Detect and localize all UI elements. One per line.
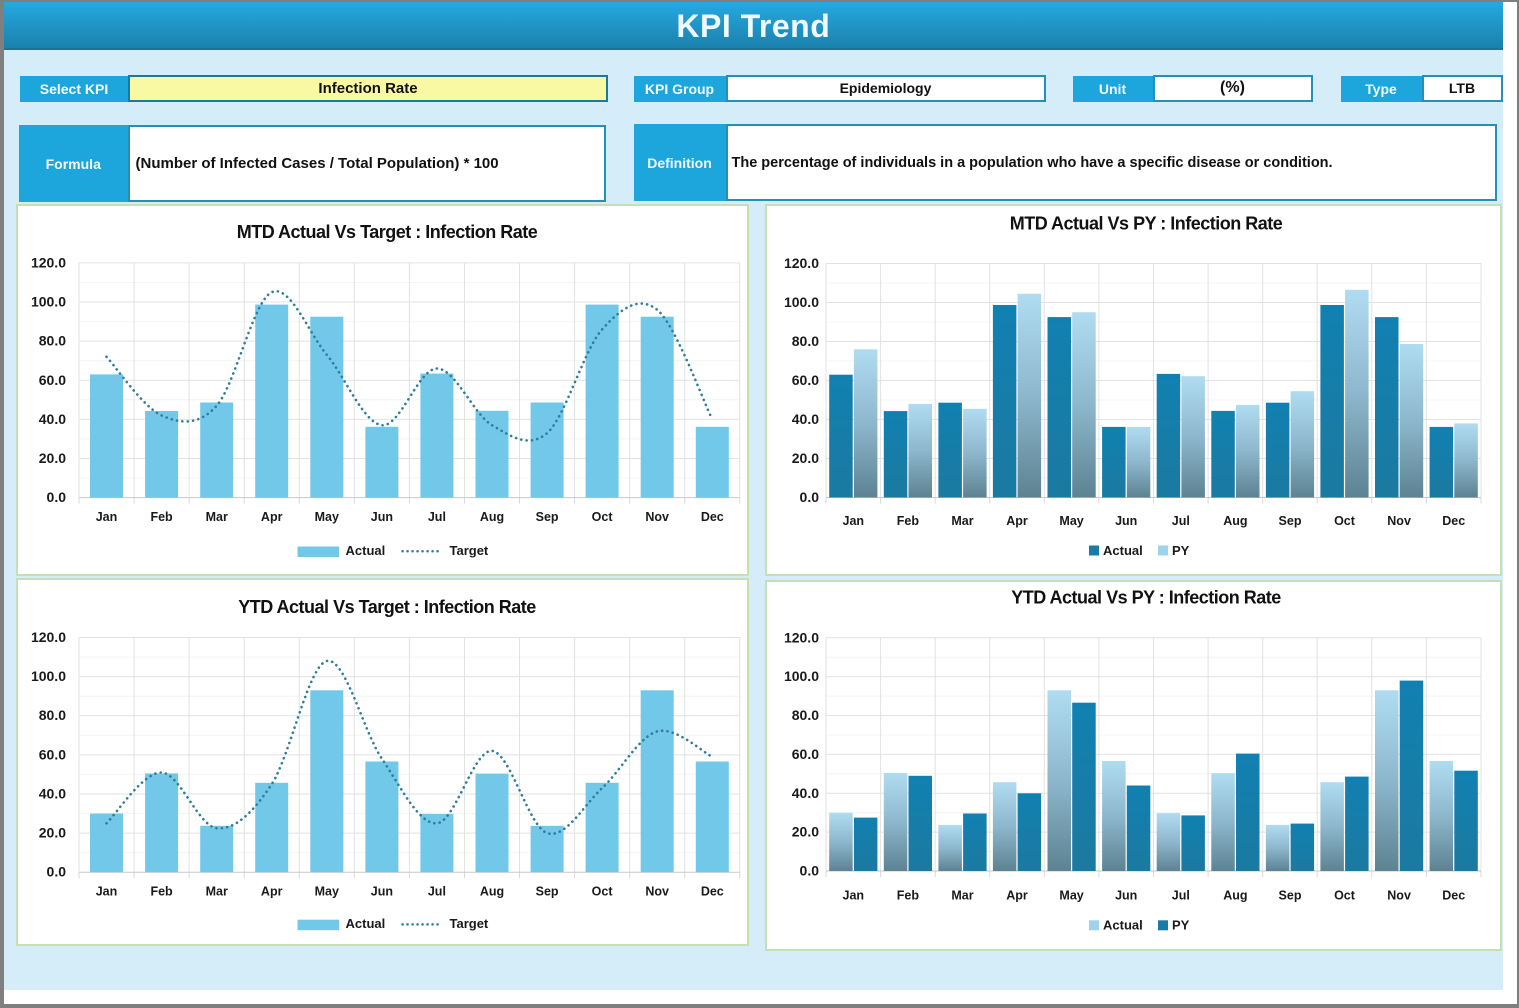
svg-text:60.0: 60.0 xyxy=(792,372,819,388)
svg-text:Actual: Actual xyxy=(346,543,386,558)
svg-text:Sep: Sep xyxy=(1279,889,1302,903)
svg-text:100.0: 100.0 xyxy=(784,294,819,310)
svg-text:Dec: Dec xyxy=(1442,889,1465,903)
svg-text:Jan: Jan xyxy=(96,510,118,524)
svg-text:Feb: Feb xyxy=(897,514,920,528)
svg-text:Actual: Actual xyxy=(1103,918,1143,933)
svg-text:Nov: Nov xyxy=(1387,514,1411,528)
svg-text:Dec: Dec xyxy=(701,885,724,899)
svg-text:Dec: Dec xyxy=(701,510,724,524)
svg-text:Aug: Aug xyxy=(480,510,504,524)
svg-text:YTD Actual Vs PY : Infection R: YTD Actual Vs PY : Infection Rate xyxy=(1011,588,1281,608)
svg-text:PY: PY xyxy=(1172,918,1190,933)
svg-text:Apr: Apr xyxy=(261,510,283,524)
svg-text:Feb: Feb xyxy=(897,889,920,903)
svg-text:Sep: Sep xyxy=(536,510,559,524)
svg-text:Jul: Jul xyxy=(428,510,446,524)
svg-text:Jun: Jun xyxy=(1115,514,1137,528)
svg-text:May: May xyxy=(1059,889,1083,903)
svg-text:Aug: Aug xyxy=(1223,889,1247,903)
svg-text:40.0: 40.0 xyxy=(792,411,819,427)
svg-text:Jan: Jan xyxy=(843,514,865,528)
svg-text:Actual: Actual xyxy=(346,916,386,931)
svg-text:Oct: Oct xyxy=(592,885,614,899)
svg-text:Mar: Mar xyxy=(951,889,973,903)
svg-text:Oct: Oct xyxy=(1334,514,1356,528)
svg-text:PY: PY xyxy=(1172,543,1190,558)
svg-text:60.0: 60.0 xyxy=(792,746,819,762)
svg-text:120.0: 120.0 xyxy=(31,629,66,645)
svg-text:100.0: 100.0 xyxy=(784,668,819,684)
svg-text:100.0: 100.0 xyxy=(31,668,66,684)
svg-text:60.0: 60.0 xyxy=(39,746,66,762)
svg-text:Jan: Jan xyxy=(96,885,118,899)
svg-text:May: May xyxy=(1059,514,1083,528)
svg-text:20.0: 20.0 xyxy=(792,450,819,466)
svg-text:May: May xyxy=(315,510,339,524)
svg-text:Mar: Mar xyxy=(951,514,973,528)
svg-text:80.0: 80.0 xyxy=(39,333,66,349)
svg-text:Mar: Mar xyxy=(206,510,228,524)
svg-text:Jan: Jan xyxy=(843,889,865,903)
svg-text:40.0: 40.0 xyxy=(39,411,66,427)
svg-text:Aug: Aug xyxy=(1223,514,1247,528)
svg-text:60.0: 60.0 xyxy=(39,372,66,388)
svg-text:MTD Actual Vs PY : Infection R: MTD Actual Vs PY : Infection Rate xyxy=(1010,214,1283,234)
svg-text:Mar: Mar xyxy=(206,885,228,899)
svg-text:Oct: Oct xyxy=(592,510,614,524)
svg-text:Apr: Apr xyxy=(1006,514,1028,528)
svg-text:Aug: Aug xyxy=(480,885,504,899)
svg-text:Oct: Oct xyxy=(1334,889,1356,903)
svg-text:Jun: Jun xyxy=(371,510,393,524)
svg-text:Sep: Sep xyxy=(536,885,559,899)
svg-text:120.0: 120.0 xyxy=(784,629,819,645)
svg-text:80.0: 80.0 xyxy=(792,707,819,723)
svg-text:40.0: 40.0 xyxy=(792,785,819,801)
svg-text:YTD Actual Vs Target : Infecti: YTD Actual Vs Target : Infection Rate xyxy=(238,597,536,617)
svg-text:Target: Target xyxy=(450,543,489,558)
svg-text:20.0: 20.0 xyxy=(39,825,66,841)
svg-text:May: May xyxy=(315,885,339,899)
svg-text:Apr: Apr xyxy=(261,885,283,899)
svg-text:0.0: 0.0 xyxy=(800,863,820,879)
svg-text:Nov: Nov xyxy=(1387,889,1411,903)
svg-text:Target: Target xyxy=(450,916,489,931)
svg-text:0.0: 0.0 xyxy=(47,864,67,880)
svg-text:Jul: Jul xyxy=(428,885,446,899)
svg-text:40.0: 40.0 xyxy=(39,786,66,802)
svg-text:Dec: Dec xyxy=(1442,514,1465,528)
svg-text:Jul: Jul xyxy=(1172,514,1190,528)
svg-text:MTD Actual Vs Target : Infecti: MTD Actual Vs Target : Infection Rate xyxy=(237,222,538,242)
svg-text:Actual: Actual xyxy=(1103,543,1143,558)
svg-text:20.0: 20.0 xyxy=(792,824,819,840)
svg-text:Nov: Nov xyxy=(645,885,669,899)
svg-text:100.0: 100.0 xyxy=(31,294,66,310)
svg-text:0.0: 0.0 xyxy=(800,489,820,505)
svg-text:Jun: Jun xyxy=(371,885,393,899)
svg-text:Apr: Apr xyxy=(1006,889,1028,903)
svg-text:Feb: Feb xyxy=(150,885,173,899)
svg-text:80.0: 80.0 xyxy=(39,707,66,723)
svg-text:80.0: 80.0 xyxy=(792,333,819,349)
svg-text:Sep: Sep xyxy=(1279,514,1302,528)
svg-text:Jun: Jun xyxy=(1115,889,1137,903)
svg-text:120.0: 120.0 xyxy=(784,255,819,271)
svg-text:Jul: Jul xyxy=(1172,889,1190,903)
svg-text:0.0: 0.0 xyxy=(47,489,67,505)
svg-text:120.0: 120.0 xyxy=(31,254,66,270)
svg-text:Feb: Feb xyxy=(150,510,173,524)
svg-text:Nov: Nov xyxy=(645,510,669,524)
svg-text:20.0: 20.0 xyxy=(39,450,66,466)
